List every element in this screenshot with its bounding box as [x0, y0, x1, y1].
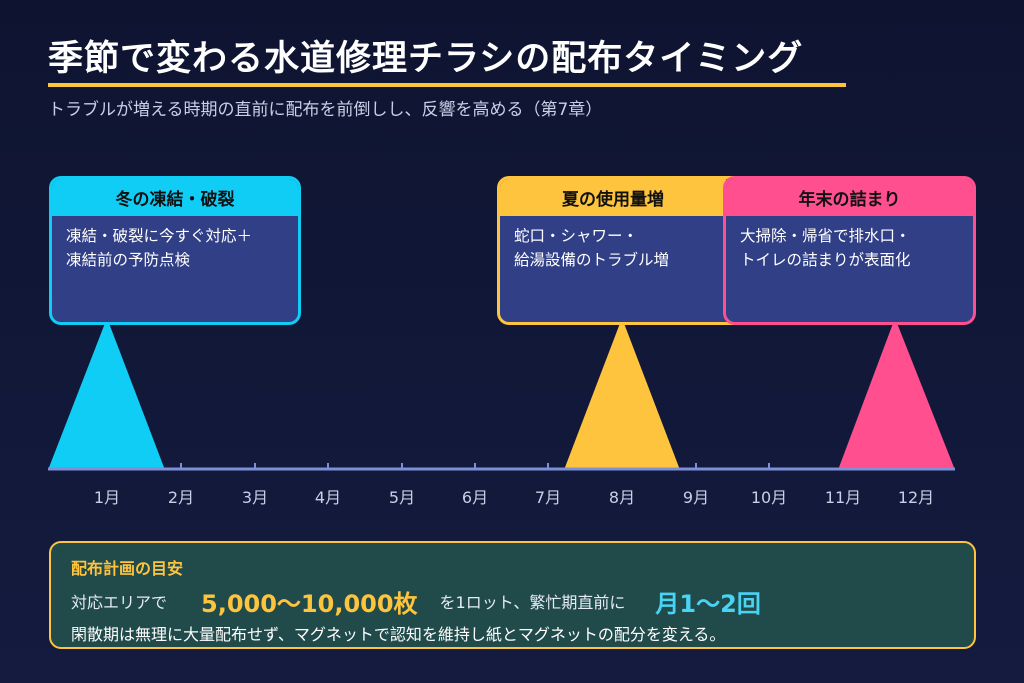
- page-subtitle: トラブルが増える時期の直前に配布を前倒しし、反響を高める（第7章）: [48, 100, 603, 120]
- callout-yearend-body: 大掃除・帰省で排水口・ トイレの詰まりが表面化: [726, 216, 973, 280]
- callout-summer: 夏の使用量増 蛇口・シャワー・ 給湯設備のトラブル増: [497, 176, 749, 325]
- callout-yearend: 年末の詰まり 大掃除・帰省で排水口・ トイレの詰まりが表面化: [723, 176, 976, 325]
- callout-summer-body: 蛇口・シャワー・ 給湯設備のトラブル増: [500, 216, 746, 280]
- callout-yearend-header: 年末の詰まり: [726, 179, 973, 216]
- callout-summer-header: 夏の使用量増: [500, 179, 726, 216]
- callout-yearend-line: トイレの詰まりが表面化: [740, 251, 911, 269]
- plan-text-area: 対応エリアで: [71, 593, 168, 612]
- month-label-oct: 10月: [750, 488, 788, 507]
- month-label-apr: 4月: [314, 488, 342, 507]
- month-label-jan: 1月: [93, 488, 121, 507]
- distribution-plan-box: 配布計画の目安 対応エリアで 5,000〜10,000枚 を1ロット、繁忙期直前…: [49, 541, 976, 649]
- month-label-feb: 2月: [167, 488, 195, 507]
- month-label-jun: 6月: [461, 488, 489, 507]
- month-label-mar: 3月: [241, 488, 269, 507]
- plan-quantity: 5,000〜10,000枚: [201, 589, 418, 618]
- month-label-nov: 11月: [824, 488, 862, 507]
- plan-note: 閑散期は無理に大量配布せず、マグネットで認知を維持し紙とマグネットの配分を変える…: [71, 625, 726, 644]
- month-label-sep: 9月: [682, 488, 710, 507]
- month-label-aug: 8月: [608, 488, 636, 507]
- callout-winter-line: 凍結前の予防点検: [66, 251, 191, 269]
- callout-winter-body: 凍結・破裂に今すぐ対応＋ 凍結前の予防点検: [52, 216, 298, 280]
- title-underline: [48, 83, 846, 87]
- summer-peak: [564, 318, 680, 470]
- month-label-dec: 12月: [897, 488, 935, 507]
- plan-text-lot: を1ロット、繁忙期直前に: [439, 593, 626, 612]
- callout-summer-line: 蛇口・シャワー・: [514, 227, 639, 245]
- callout-winter: 冬の凍結・破裂 凍結・破裂に今すぐ対応＋ 凍結前の予防点検: [49, 176, 301, 325]
- plan-title: 配布計画の目安: [71, 559, 184, 578]
- page-title: 季節で変わる水道修理チラシの配布タイミング: [48, 39, 804, 79]
- callout-yearend-line: 大掃除・帰省で排水口・: [740, 227, 911, 245]
- plan-frequency: 月1〜2回: [655, 589, 761, 618]
- callout-winter-line: 凍結・破裂に今すぐ対応＋: [66, 227, 253, 245]
- axis-ticks: [180, 463, 770, 469]
- yearend-peak: [838, 318, 955, 470]
- plan-summary-line: 対応エリアで 5,000〜10,000枚 を1ロット、繁忙期直前に 月1〜2回: [71, 585, 761, 618]
- callout-summer-line: 給湯設備のトラブル増: [514, 251, 670, 269]
- month-label-jul: 7月: [534, 488, 562, 507]
- winter-peak: [48, 318, 165, 470]
- month-label-may: 5月: [388, 488, 416, 507]
- callout-winter-header: 冬の凍結・破裂: [52, 179, 298, 216]
